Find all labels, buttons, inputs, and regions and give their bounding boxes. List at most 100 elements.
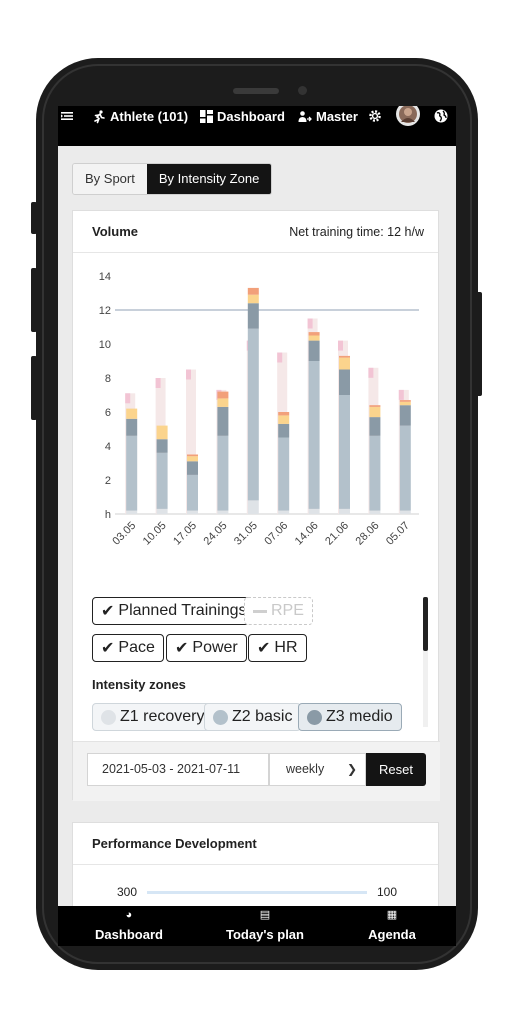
reset-button[interactable]: Reset	[366, 753, 426, 786]
top-navbar: Athlete (101) Dashboard Master	[58, 106, 456, 146]
y-tick-label: 12	[99, 305, 111, 317]
page-content: By Sport By Intensity Zone Volume Net tr…	[58, 146, 456, 906]
planned-bar-top	[277, 352, 283, 363]
x-tick-label: 07.06	[262, 520, 290, 548]
tab-by-sport[interactable]: By Sport	[73, 164, 147, 194]
bar-segment	[217, 406, 229, 436]
app-screen: Athlete (101) Dashboard Master	[58, 106, 456, 946]
planned-bar-top	[368, 367, 374, 378]
language-button[interactable]	[434, 109, 448, 123]
period-select[interactable]: weekly ❯	[269, 753, 366, 786]
bar-segment	[369, 435, 381, 511]
pace-toggle[interactable]: ✔ Pace	[92, 634, 164, 662]
volume-card-header: Volume Net training time: 12 h/w	[73, 211, 438, 253]
bar-segment	[217, 435, 229, 511]
rpe-line-icon	[253, 609, 267, 613]
bar-segment	[308, 361, 320, 509]
bar-segment	[278, 412, 290, 416]
phone-side-button	[31, 268, 37, 332]
period-select-value: weekly	[286, 762, 325, 776]
tab-by-intensity-zone[interactable]: By Intensity Zone	[146, 164, 272, 194]
chevron-down-icon: ❯	[346, 762, 357, 776]
rpe-toggle[interactable]: RPE	[244, 597, 313, 625]
nav-dashboard[interactable]: Dashboard	[200, 109, 285, 124]
hr-label: HR	[274, 639, 298, 656]
z3-color-dot	[307, 709, 322, 725]
nav-master[interactable]: Master	[298, 109, 358, 124]
intensity-zones-title: Intensity zones	[92, 677, 186, 692]
bar-segment	[126, 418, 138, 436]
runner-icon	[94, 109, 105, 123]
performance-card: Performance Development 300 100	[72, 822, 439, 906]
filters-scrollbar[interactable]	[423, 597, 428, 727]
zone-z3-toggle[interactable]: Z3 medio	[298, 703, 402, 731]
user-avatar[interactable]	[395, 106, 421, 128]
globe-icon	[434, 109, 448, 123]
speedometer-icon: ◕	[125, 909, 133, 921]
zone-z1-label: Z1 recovery	[120, 708, 205, 725]
planned-bar	[186, 369, 196, 514]
bar-segment	[308, 340, 320, 361]
nav-athlete-label: Athlete (101)	[110, 109, 189, 124]
bar-segment	[217, 398, 229, 407]
bar-segment	[399, 405, 411, 426]
power-toggle[interactable]: ✔ Power	[166, 634, 247, 662]
bottom-nav-dashboard-label: Dashboard	[95, 927, 163, 942]
date-range-input[interactable]: 2021-05-03 - 2021-07-11	[87, 753, 269, 786]
bar-segment	[187, 461, 198, 475]
bar-segment	[278, 437, 290, 511]
bottom-nav-today-label: Today's plan	[226, 927, 304, 942]
bar-segment	[308, 508, 320, 514]
avatar	[396, 106, 420, 126]
bar-segment	[369, 417, 381, 436]
bar-segment	[187, 456, 198, 462]
nav-dashboard-label: Dashboard	[217, 109, 285, 124]
bar-segment	[187, 510, 198, 514]
bar-segment	[339, 357, 350, 370]
nav-athlete[interactable]: Athlete (101)	[92, 109, 188, 124]
bar-segment	[369, 406, 381, 418]
y-tick-label: 6	[105, 407, 111, 419]
bar-segment	[247, 303, 259, 329]
user-swap-icon	[298, 110, 312, 122]
y-tick-label: 4	[105, 441, 111, 453]
bottom-navbar: ◕ Dashboard ▤ Today's plan ▦ Agenda	[58, 906, 456, 946]
phone-speaker	[233, 88, 279, 94]
planned-trainings-toggle[interactable]: ✔ Planned Trainings	[92, 597, 256, 625]
bottom-nav-agenda[interactable]: ▦ Agenda	[347, 908, 437, 944]
nav-master-label: Master	[316, 109, 358, 124]
y-tick-label: 10	[99, 339, 111, 351]
pace-label: Pace	[118, 639, 155, 656]
settings-button[interactable]	[368, 109, 382, 123]
bar-segment	[217, 510, 229, 514]
volume-card: Volume Net training time: 12 h/w h 2 4 6 8 10…	[72, 210, 440, 801]
y-tick-label: h	[105, 509, 111, 521]
phone-side-button	[31, 202, 37, 234]
gear-icon	[369, 110, 381, 122]
menu-toggle[interactable]	[60, 109, 74, 123]
check-icon: ✔	[175, 640, 189, 657]
bottom-nav-dashboard[interactable]: ◕ Dashboard	[84, 908, 174, 944]
performance-card-header: Performance Development	[73, 823, 438, 865]
z1-color-dot	[101, 709, 116, 725]
zone-z1-toggle[interactable]: Z1 recovery	[92, 703, 214, 731]
bar-segment	[399, 400, 411, 402]
bar-segment	[156, 439, 168, 453]
bar-segment	[308, 332, 320, 336]
x-tick-label: 31.05	[232, 520, 260, 548]
bar-segment	[156, 452, 168, 509]
planned-bar-top	[155, 378, 161, 388]
volume-title: Volume	[92, 224, 138, 239]
filters-scroll-thumb[interactable]	[423, 597, 428, 651]
bar-segment	[369, 510, 381, 514]
performance-title: Performance Development	[92, 836, 257, 851]
bottom-nav-today[interactable]: ▤ Today's plan	[220, 908, 310, 944]
hr-toggle[interactable]: ✔ HR	[248, 634, 307, 662]
phone-bezel	[42, 64, 472, 964]
zone-z2-label: Z2 basic	[232, 708, 293, 725]
performance-band	[147, 891, 367, 894]
zone-z2-toggle[interactable]: Z2 basic	[204, 703, 302, 731]
bar-segment	[399, 425, 411, 511]
bar-segment	[247, 294, 259, 304]
x-tick-label: 03.05	[110, 520, 138, 548]
